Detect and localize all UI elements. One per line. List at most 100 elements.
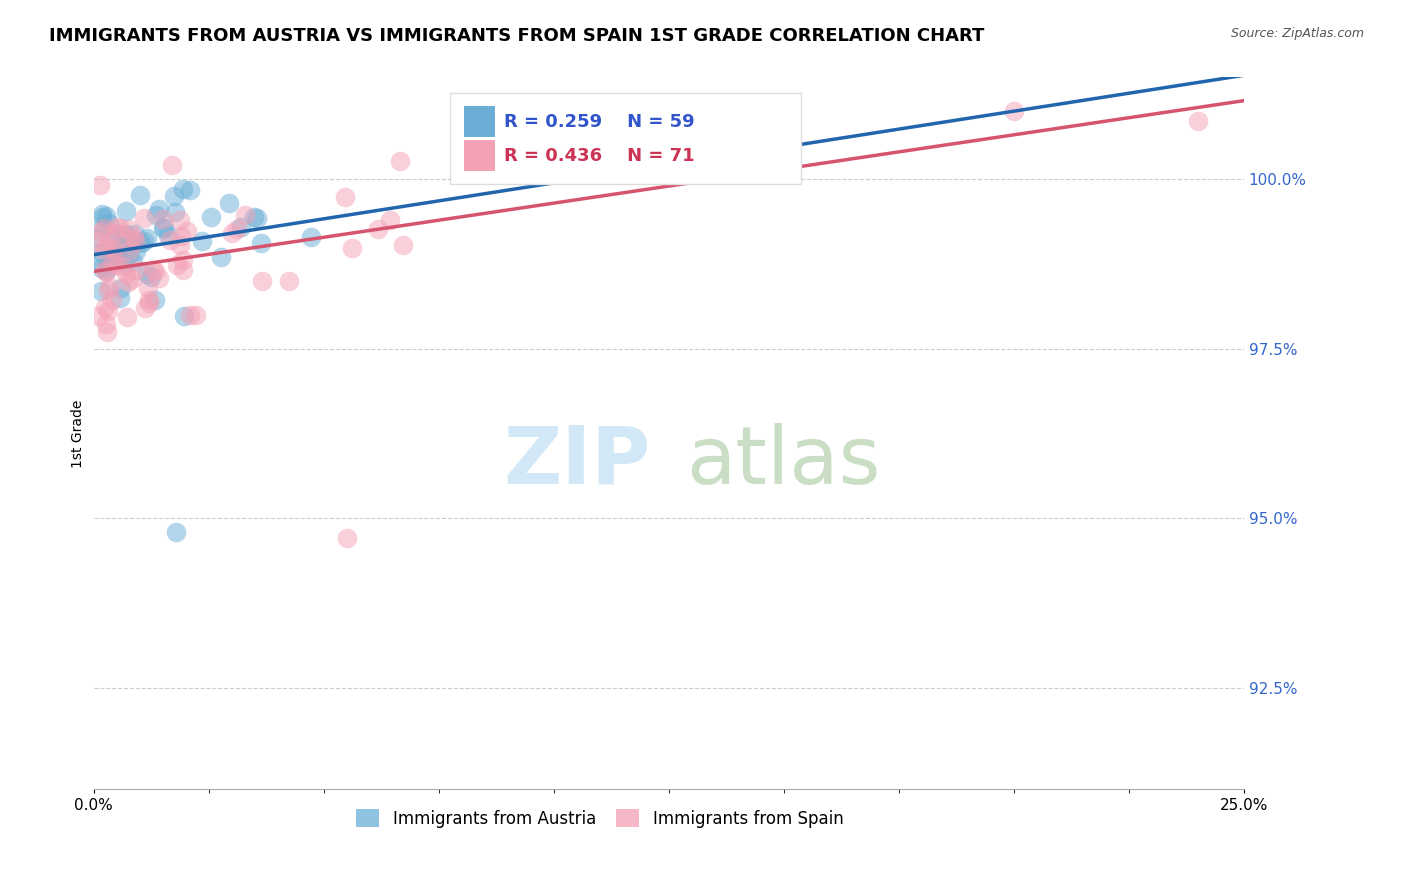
Immigrants from Spain: [86, 309, 108, 323]
Immigrants from Austria: [131, 236, 153, 251]
Text: ZIP: ZIP: [503, 423, 651, 500]
Immigrants from Spain: [336, 532, 359, 546]
Immigrants from Spain: [658, 139, 681, 153]
Immigrants from Spain: [86, 234, 108, 248]
Immigrants from Spain: [108, 220, 131, 235]
Immigrants from Austria: [96, 264, 118, 278]
Immigrants from Austria: [299, 230, 322, 244]
Text: R = 0.436    N = 71: R = 0.436 N = 71: [505, 147, 695, 165]
Immigrants from Spain: [226, 222, 249, 236]
Immigrants from Spain: [117, 276, 139, 290]
Immigrants from Austria: [148, 202, 170, 216]
Immigrants from Austria: [122, 255, 145, 269]
Immigrants from Austria: [218, 196, 240, 211]
Immigrants from Spain: [169, 213, 191, 227]
Immigrants from Austria: [114, 257, 136, 271]
Immigrants from Austria: [96, 260, 118, 274]
Immigrants from Austria: [101, 248, 124, 262]
Immigrants from Spain: [118, 222, 141, 236]
Immigrants from Spain: [136, 281, 159, 295]
Immigrants from Spain: [172, 252, 194, 267]
Immigrants from Austria: [110, 240, 132, 254]
Text: atlas: atlas: [686, 423, 882, 500]
Immigrants from Spain: [101, 254, 124, 268]
Immigrants from Austria: [157, 228, 180, 243]
Immigrants from Austria: [87, 253, 110, 268]
Immigrants from Austria: [145, 208, 167, 222]
Immigrants from Austria: [105, 246, 128, 260]
Immigrants from Austria: [179, 183, 201, 197]
Immigrants from Austria: [152, 220, 174, 235]
Immigrants from Spain: [118, 244, 141, 259]
Immigrants from Austria: [474, 164, 496, 178]
Text: R = 0.259    N = 59: R = 0.259 N = 59: [505, 112, 695, 130]
Immigrants from Spain: [543, 141, 565, 155]
Immigrants from Spain: [101, 293, 124, 307]
Immigrants from Spain: [89, 178, 111, 192]
Immigrants from Spain: [277, 274, 299, 288]
Immigrants from Austria: [86, 229, 108, 244]
Immigrants from Spain: [170, 229, 193, 244]
Immigrants from Spain: [169, 238, 191, 252]
Immigrants from Austria: [143, 293, 166, 308]
Immigrants from Spain: [138, 293, 160, 307]
Immigrants from Austria: [209, 250, 232, 264]
Immigrants from Austria: [134, 234, 156, 248]
Immigrants from Spain: [98, 279, 121, 293]
Immigrants from Spain: [176, 224, 198, 238]
Immigrants from Austria: [124, 227, 146, 241]
Immigrants from Spain: [94, 317, 117, 331]
Immigrants from Spain: [391, 238, 413, 252]
Immigrants from Spain: [124, 234, 146, 248]
Immigrants from Spain: [121, 271, 143, 285]
FancyBboxPatch shape: [450, 93, 801, 185]
Immigrants from Austria: [139, 269, 162, 284]
Text: Source: ZipAtlas.com: Source: ZipAtlas.com: [1230, 27, 1364, 40]
Immigrants from Austria: [110, 291, 132, 305]
Immigrants from Spain: [1002, 104, 1025, 119]
Immigrants from Spain: [145, 264, 167, 278]
Immigrants from Spain: [101, 239, 124, 253]
Immigrants from Spain: [389, 153, 412, 168]
Immigrants from Austria: [91, 220, 114, 235]
Immigrants from Austria: [118, 247, 141, 261]
Immigrants from Spain: [114, 267, 136, 281]
Immigrants from Austria: [135, 268, 157, 282]
Immigrants from Spain: [93, 244, 115, 258]
Immigrants from Spain: [184, 308, 207, 322]
Immigrants from Spain: [96, 325, 118, 339]
Immigrants from Austria: [173, 309, 195, 323]
Immigrants from Spain: [250, 274, 273, 288]
Legend: Immigrants from Austria, Immigrants from Spain: Immigrants from Austria, Immigrants from…: [349, 803, 851, 834]
Immigrants from Austria: [110, 281, 132, 295]
Immigrants from Spain: [335, 190, 357, 204]
Immigrants from Spain: [148, 271, 170, 285]
Immigrants from Austria: [100, 227, 122, 242]
Immigrants from Spain: [340, 241, 363, 255]
Immigrants from Spain: [115, 310, 138, 324]
Immigrants from Spain: [179, 308, 201, 322]
Immigrants from Austria: [90, 284, 112, 298]
Immigrants from Austria: [246, 211, 269, 225]
Immigrants from Spain: [105, 259, 128, 273]
Immigrants from Spain: [96, 284, 118, 298]
Immigrants from Austria: [153, 220, 176, 235]
Immigrants from Austria: [90, 260, 112, 275]
Immigrants from Austria: [105, 227, 128, 241]
Immigrants from Austria: [136, 231, 159, 245]
Immigrants from Austria: [128, 187, 150, 202]
Immigrants from Austria: [172, 182, 194, 196]
Immigrants from Spain: [1187, 114, 1209, 128]
Immigrants from Spain: [367, 221, 389, 235]
FancyBboxPatch shape: [464, 140, 495, 171]
Immigrants from Spain: [134, 211, 156, 226]
Immigrants from Spain: [172, 263, 194, 277]
Immigrants from Spain: [159, 233, 181, 247]
Immigrants from Austria: [163, 189, 186, 203]
Immigrants from Austria: [191, 234, 214, 248]
Immigrants from Spain: [96, 265, 118, 279]
Immigrants from Austria: [163, 205, 186, 219]
Immigrants from Austria: [105, 252, 128, 266]
Immigrants from Austria: [97, 216, 120, 230]
Immigrants from Austria: [91, 207, 114, 221]
